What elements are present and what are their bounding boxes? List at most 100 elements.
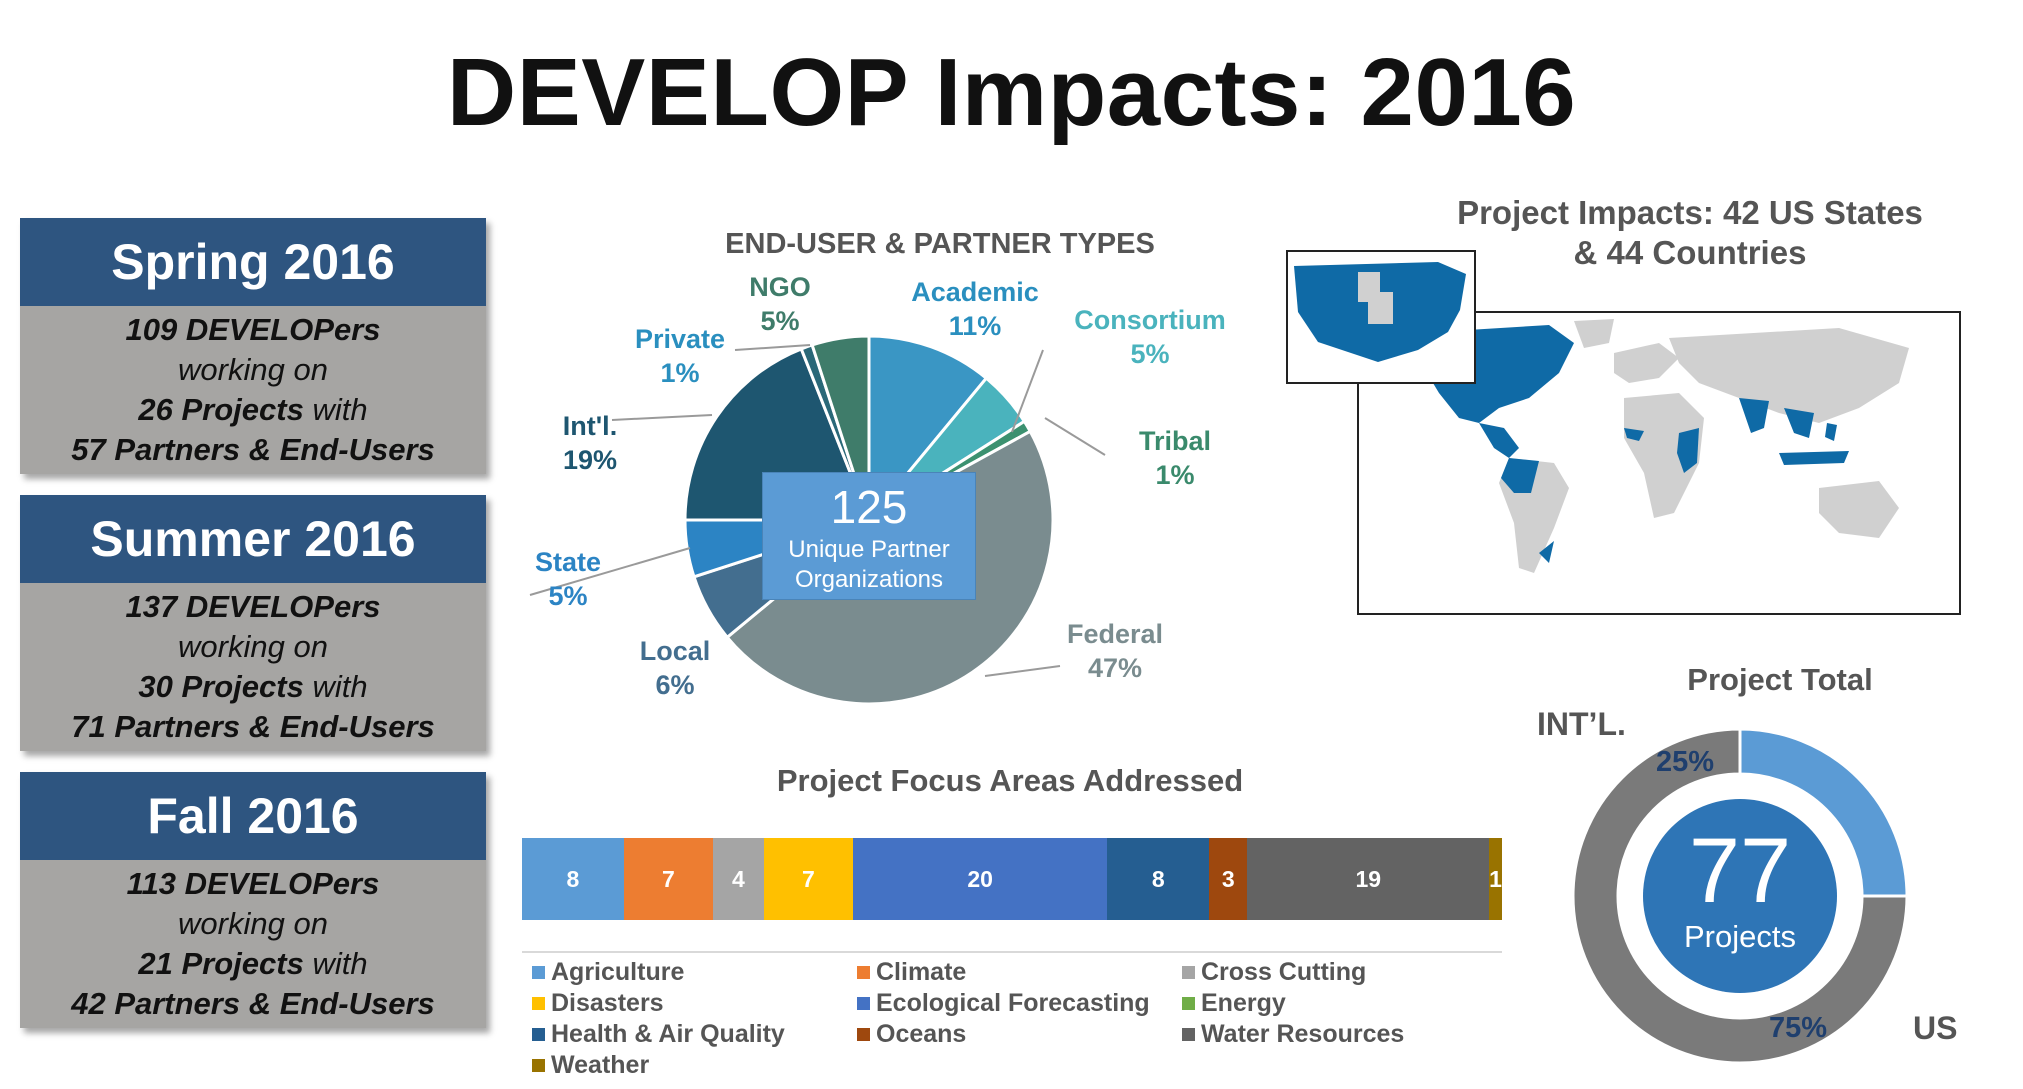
season-card-fall: Fall 2016 113 DEVELOPers working on 21 P… (20, 772, 486, 1028)
pie-label-value: 6% (655, 670, 695, 700)
project-total-label: Projects (1684, 919, 1796, 954)
partners-count: 57 Partners & End-Users (71, 432, 435, 467)
map-central-america (1479, 423, 1519, 458)
pie-label-name: State (534, 547, 602, 577)
legend-label: Agriculture (551, 958, 685, 986)
legend-swatch (532, 1059, 545, 1072)
legend-label: Weather (551, 1051, 650, 1079)
donut-label-us: US (1913, 1010, 1958, 1046)
bar-segment-ecological-forecasting: 20 (852, 838, 1108, 920)
legend-item: Ecological Forecasting (857, 989, 1150, 1018)
pie-label-local: Local 6% (620, 634, 730, 702)
season-card-spring: Spring 2016 109 DEVELOPers working on 26… (20, 218, 486, 474)
map-title: Project Impacts: 42 US States & 44 Count… (1410, 193, 1970, 273)
legend-swatch (532, 997, 545, 1010)
leader-line (611, 414, 713, 421)
leader-line (1011, 349, 1044, 433)
map-south-asia-highlight (1739, 398, 1769, 433)
pie-label-value: 1% (660, 358, 700, 388)
donut-label-intl: INT’L. (1537, 706, 1626, 742)
pie-label-academic: Academic 11% (885, 275, 1065, 343)
season-details: 137 DEVELOPers working on 30 Projects wi… (20, 583, 486, 751)
season-details: 113 DEVELOPers working on 21 Projects wi… (20, 860, 486, 1028)
legend-swatch (857, 966, 870, 979)
us-states-not-highlighted (1358, 272, 1393, 324)
pie-label-value: 5% (548, 581, 588, 611)
legend-label: Health & Air Quality (551, 1020, 785, 1048)
pie-label-private: Private 1% (625, 322, 735, 390)
map-asia (1669, 328, 1909, 423)
pie-label-name: Consortium (1074, 305, 1226, 335)
donut-value-us: 75% (1769, 1012, 1828, 1044)
bar-segment-disasters: 7 (763, 838, 853, 920)
focus-stacked-bar: 8 7 4 7 20 8 3 19 1 (522, 838, 1502, 920)
page-title: DEVELOP Impacts: 2016 (446, 39, 1577, 146)
season-title: Summer 2016 (20, 495, 486, 583)
legend-item: Weather (532, 1051, 649, 1080)
legend-item: Oceans (857, 1020, 966, 1049)
pie-label-federal: Federal 47% (1050, 617, 1180, 685)
legend-label: Oceans (876, 1020, 967, 1048)
map-greenland (1574, 319, 1614, 348)
pie-label-value: 5% (1130, 339, 1170, 369)
legend-item: Agriculture (532, 958, 684, 987)
legend-label: Cross Cutting (1201, 958, 1367, 986)
project-total-title: Project Total (1687, 662, 1873, 697)
pie-label-tribal: Tribal 1% (1120, 424, 1230, 492)
projects-count: 21 Projects (138, 946, 304, 981)
map-africa (1624, 393, 1704, 518)
pie-label-name: Tribal (1138, 426, 1212, 456)
legend-label: Disasters (551, 989, 664, 1017)
leader-line (984, 665, 1061, 677)
map-indonesia-highlight (1779, 451, 1849, 465)
projects-count: 26 Projects (138, 392, 304, 427)
map-europe (1614, 343, 1679, 383)
pie-label-value: 1% (1155, 460, 1195, 490)
working-on-text: working on (178, 906, 328, 941)
partner-chart-title: END-USER & PARTNER TYPES (725, 228, 1155, 260)
unique-partners-label: Unique Partner Organizations (788, 536, 950, 593)
legend-item: Health & Air Quality (532, 1020, 785, 1049)
pie-label-name: Local (639, 636, 711, 666)
map-africa-west-highlight (1624, 428, 1644, 441)
map-southeast-asia-highlight (1784, 408, 1814, 438)
leader-line (529, 547, 691, 596)
legend-swatch (857, 997, 870, 1010)
with-text: with (312, 946, 368, 981)
bar-segment-cross-cutting: 4 (712, 838, 764, 920)
pie-label-consortium: Consortium 5% (1065, 303, 1235, 371)
map-title-line1: Project Impacts: 42 US States (1457, 194, 1923, 231)
unique-partners-box: 125 Unique Partner Organizations (762, 472, 976, 600)
bar-segment-oceans: 3 (1209, 838, 1248, 920)
project-total-count: 77 (1688, 820, 1792, 922)
pie-label-ngo: NGO 5% (735, 270, 825, 338)
project-total-center: 77 Projects (1643, 799, 1837, 993)
legend-swatch (1182, 966, 1195, 979)
bar-segment-weather: 1 (1489, 838, 1502, 920)
partners-count: 71 Partners & End-Users (71, 709, 435, 744)
map-south-america-highlight-2 (1539, 541, 1554, 563)
donut-value-intl: 25% (1656, 746, 1715, 778)
leader-line (734, 344, 811, 351)
pie-label-intl: Int'l. 19% (540, 409, 640, 477)
pie-label-name: NGO (749, 272, 811, 302)
map-title-line2: & 44 Countries (1573, 234, 1807, 271)
map-philippines-highlight (1825, 423, 1837, 441)
world-map-graphic (1419, 319, 1909, 573)
legend-item: Disasters (532, 989, 664, 1018)
bar-segment-climate: 7 (623, 838, 713, 920)
pie-label-name: Academic (911, 277, 1039, 307)
bar-segment-agriculture: 8 (522, 838, 624, 920)
pie-label-value: 11% (948, 311, 1002, 341)
legend-item: Water Resources (1182, 1020, 1404, 1049)
donut-slice-us (1571, 727, 1909, 1065)
bar-segment-water-resources: 19 (1247, 838, 1490, 920)
pie-label-state: State 5% (518, 545, 618, 613)
unique-partners-count: 125 (830, 481, 908, 533)
working-on-text: working on (178, 629, 328, 664)
legend-item: Cross Cutting (1182, 958, 1366, 987)
focus-chart-title: Project Focus Areas Addressed (776, 763, 1244, 798)
season-title: Spring 2016 (20, 218, 486, 306)
legend-label: Energy (1201, 989, 1286, 1017)
